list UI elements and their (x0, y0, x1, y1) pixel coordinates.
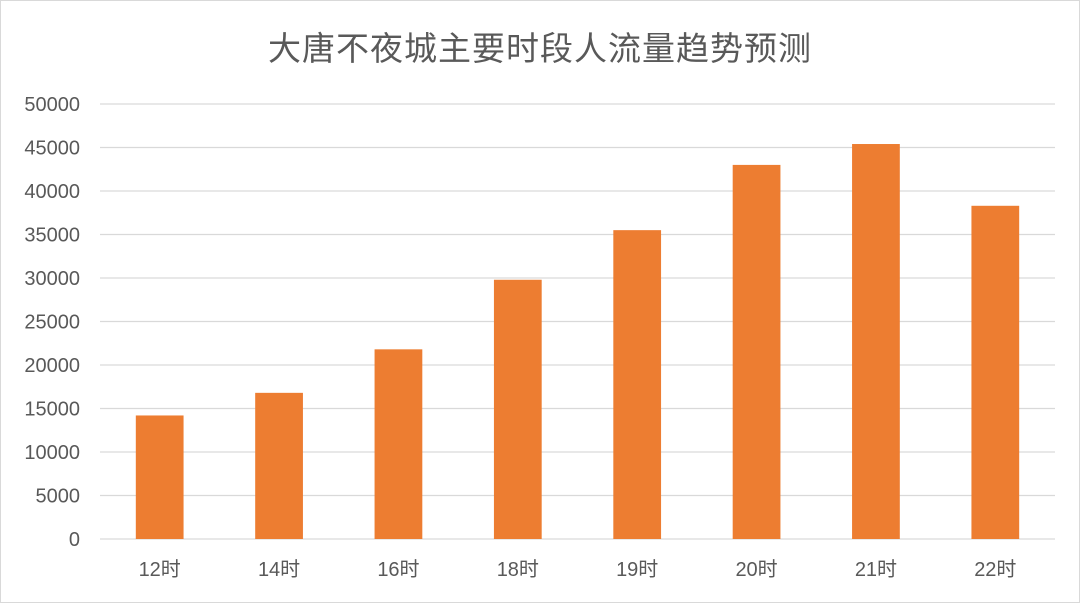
x-tick-label: 18时 (497, 558, 539, 581)
y-tick-label: 10000 (24, 442, 80, 464)
y-tick-label: 35000 (24, 225, 80, 247)
bar-2 (255, 392, 303, 539)
x-tick-label: 22时 (974, 558, 1016, 581)
bar-1 (135, 415, 184, 539)
gridlines (100, 103, 1055, 540)
y-tick-label: 30000 (24, 268, 80, 290)
y-tick-label: 15000 (24, 399, 80, 421)
bar-5 (613, 230, 662, 539)
bar-6 (732, 164, 781, 539)
y-tick-label: 40000 (24, 181, 80, 203)
x-tick-label: 14时 (258, 558, 300, 581)
bar-8 (971, 205, 1020, 540)
x-tick-label: 19时 (616, 558, 658, 581)
x-tick-label: 12时 (139, 558, 181, 581)
y-tick-label: 50000 (24, 94, 80, 116)
x-tick-label: 20时 (735, 558, 777, 581)
x-tick-label: 16时 (377, 558, 419, 581)
y-tick-label: 0 (69, 529, 80, 551)
bar-4 (493, 279, 542, 539)
x-axis-ticks: 12时 14时 16时 18时 19时 20时 21时 22时 (139, 558, 1017, 581)
y-tick-label: 45000 (24, 138, 80, 160)
y-axis-ticks: 0 5000 10000 15000 20000 25000 30000 35000 40000… (24, 94, 80, 551)
y-tick-label: 5000 (36, 486, 81, 508)
bar-3 (374, 349, 423, 539)
x-tick-label: 21时 (855, 558, 897, 581)
chart-title: 大唐不夜城主要时段人流量趋势预测 (268, 29, 812, 68)
y-tick-label: 25000 (24, 312, 80, 334)
bar-7 (852, 144, 900, 539)
bars (135, 144, 1020, 540)
y-tick-label: 20000 (24, 355, 80, 377)
